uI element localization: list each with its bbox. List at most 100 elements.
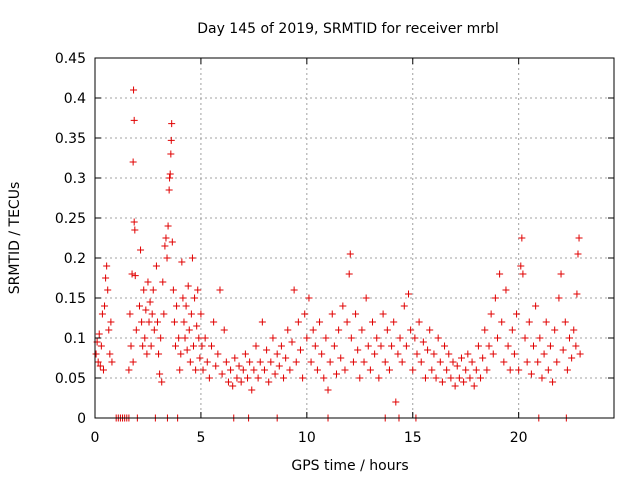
- data-point: [430, 350, 438, 358]
- data-point: [190, 342, 198, 350]
- data-point: [453, 362, 461, 370]
- data-point: [419, 338, 427, 346]
- data-point: [159, 278, 167, 286]
- data-point: [161, 242, 169, 250]
- data-point: [254, 374, 262, 382]
- data-point: [286, 366, 294, 374]
- data-point: [396, 334, 404, 342]
- data-point: [160, 310, 168, 318]
- data-point: [491, 294, 499, 302]
- data-point: [402, 342, 410, 350]
- data-point: [411, 334, 419, 342]
- data-point: [362, 294, 370, 302]
- data-point: [464, 350, 472, 358]
- data-point: [108, 358, 116, 366]
- data-point: [500, 358, 508, 366]
- data-point: [379, 310, 387, 318]
- data-point: [137, 246, 145, 254]
- data-point: [165, 186, 173, 194]
- data-point: [532, 302, 540, 310]
- data-point: [513, 310, 521, 318]
- data-point: [182, 302, 190, 310]
- data-point: [468, 358, 476, 366]
- data-point: [542, 318, 550, 326]
- data-point: [187, 310, 195, 318]
- y-tick-label: 0.45: [55, 51, 86, 67]
- data-point: [152, 262, 160, 270]
- data-point: [265, 378, 273, 386]
- y-tick-label: 0.25: [55, 211, 86, 227]
- data-point: [173, 302, 181, 310]
- data-point: [126, 310, 134, 318]
- data-point: [518, 234, 526, 242]
- data-point: [508, 326, 516, 334]
- data-point: [502, 286, 510, 294]
- data-point: [324, 386, 332, 394]
- data-point: [239, 366, 247, 374]
- data-point: [527, 370, 535, 378]
- x-tick-label: 0: [91, 430, 100, 446]
- y-tick-label: 0.05: [55, 371, 86, 387]
- data-point: [138, 318, 146, 326]
- data-point: [143, 350, 151, 358]
- data-point: [203, 358, 211, 366]
- data-point: [352, 310, 360, 318]
- data-point: [94, 358, 102, 366]
- data-point: [210, 318, 218, 326]
- data-point: [146, 298, 154, 306]
- data-point: [169, 286, 177, 294]
- data-point: [575, 234, 583, 242]
- data-point: [510, 350, 518, 358]
- data-point: [162, 234, 170, 242]
- data-point: [139, 342, 147, 350]
- data-point: [208, 342, 216, 350]
- data-point: [166, 170, 174, 178]
- grid-lines: [95, 58, 614, 418]
- data-point: [256, 358, 264, 366]
- data-points: [92, 86, 584, 422]
- data-point: [457, 354, 465, 362]
- data-point: [290, 286, 298, 294]
- data-point: [360, 358, 368, 366]
- data-point: [400, 302, 408, 310]
- data-point: [496, 270, 504, 278]
- data-point: [271, 370, 279, 378]
- data-point: [150, 326, 158, 334]
- data-point: [551, 326, 559, 334]
- data-point: [144, 278, 152, 286]
- data-point: [205, 374, 213, 382]
- data-point: [544, 366, 552, 374]
- y-tick-label: 0: [77, 411, 86, 427]
- data-point: [426, 326, 434, 334]
- data-point: [436, 358, 444, 366]
- data-point: [383, 326, 391, 334]
- data-point: [553, 358, 561, 366]
- data-point: [572, 342, 580, 350]
- data-point: [129, 158, 137, 166]
- data-point: [179, 294, 187, 302]
- data-point: [398, 358, 406, 366]
- data-point: [98, 310, 106, 318]
- data-point: [188, 254, 196, 262]
- data-point: [409, 366, 417, 374]
- data-point: [176, 366, 184, 374]
- data-point: [443, 366, 451, 374]
- data-point: [390, 318, 398, 326]
- data-point: [148, 310, 156, 318]
- data-point: [568, 354, 576, 362]
- data-point: [407, 326, 415, 334]
- y-tick-label: 0.35: [55, 131, 86, 147]
- data-point: [237, 378, 245, 386]
- data-point: [244, 374, 252, 382]
- data-point: [424, 346, 432, 354]
- y-tick-label: 0.4: [64, 91, 86, 107]
- data-point: [346, 250, 354, 258]
- data-point: [196, 354, 204, 362]
- data-point: [129, 358, 137, 366]
- data-point: [337, 354, 345, 362]
- data-point: [354, 346, 362, 354]
- y-axis-label: SRMTID / TECUs: [7, 182, 23, 295]
- data-point: [280, 374, 288, 382]
- data-point: [530, 342, 538, 350]
- data-point: [168, 238, 176, 246]
